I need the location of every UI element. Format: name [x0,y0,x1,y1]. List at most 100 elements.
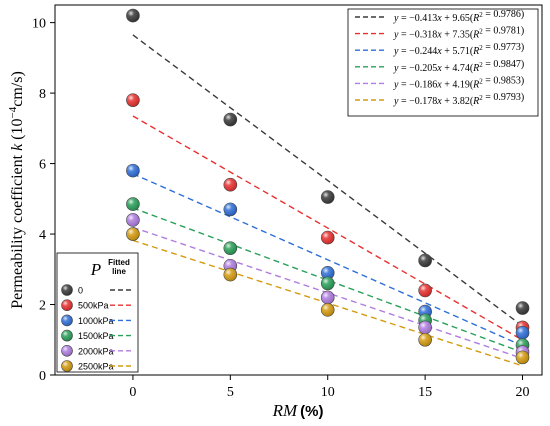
data-point-s0-4 [515,301,530,315]
legend-marker-1-shine [61,299,73,311]
data-point-s5-1-shine [223,268,237,282]
equation-text-5: y = −0.178x + 3.82(R2 = 0.9793) [393,92,524,107]
data-point-s0-0-shine [126,9,140,23]
data-point-s1-0 [126,93,140,107]
data-point-s3-1 [223,241,238,255]
y-axis-label-var: k [9,143,26,151]
legend-title-fitted: Fitted [108,258,130,267]
equation-text-4: y = −0.186x + 4.19(R2 = 0.9853) [393,75,524,90]
equation-text-3: y = −0.205x + 4.74(R2 = 0.9847) [393,59,524,74]
fit-line-0 [132,34,523,327]
data-point-s5-0 [126,227,140,241]
fit-line-1 [132,115,523,341]
data-point-s2-0 [126,163,140,178]
data-point-s0-0 [126,8,140,23]
equation-legend: y = −0.413x + 9.65(R2 = 0.9786) y = −0.31… [347,8,539,117]
legend-marker-3-shine [61,330,73,342]
data-point-s1-1 [223,177,238,192]
legend-marker-2-shine [61,314,73,326]
equation-text-2: y = −0.244x + 5.71(R2 = 0.9773) [393,42,524,57]
legend-title-line: line [112,267,126,276]
y-tick-label: 0 [39,369,46,384]
data-point-s1-0-shine [126,93,140,107]
legend-marker-1 [61,299,73,312]
data-point-s4-2-shine [321,290,335,304]
legend-marker-5-shine [61,360,73,372]
legend-marker-4-shine [61,345,73,357]
data-point-s0-2 [320,190,335,204]
legend-marker-4 [61,344,73,357]
data-point-s0-1 [223,112,238,127]
series-legend: P Fitted line 0 500kPa 1000kPa 1500kPa 2000k… [56,252,139,373]
x-axis-label-unit: (%) [300,403,323,420]
legend-label-4: 2000kPa [78,346,114,356]
legend-marker-2 [61,314,73,327]
x-tick-label: 15 [418,385,432,400]
data-point-s1-2-shine [321,231,335,245]
equation-legend-box [347,8,539,117]
data-point-s4-0 [126,213,140,227]
data-point-s2-2-shine [321,266,335,280]
y-tick-label: 10 [32,17,46,32]
data-point-s5-2 [320,303,335,317]
data-point-s4-3-shine [418,320,432,334]
data-point-s1-3-shine [418,283,432,297]
data-point-s4-3 [418,320,432,335]
equation-text-1: y = −0.318x + 7.35(R2 = 0.9781) [393,26,524,41]
data-point-s2-4-shine [516,326,530,340]
data-point-s3-0-shine [126,197,140,211]
y-tick-label: 6 [39,158,46,173]
x-axis-label-var: RM [272,401,298,420]
legend-marker-0-shine [61,284,73,296]
y-tick-label: 8 [39,87,46,102]
data-point-s4-0-shine [126,213,140,227]
data-point-s2-1 [223,202,238,217]
y-axis-label-tail: cm/s) [9,71,26,107]
x-tick-label: 5 [227,385,234,400]
fit-line-2 [132,173,523,347]
legend-label-1: 500kPa [78,301,109,311]
data-point-s3-1-shine [223,241,237,255]
legend-label-3: 1500kPa [78,331,114,341]
data-point-s1-1-shine [223,178,237,192]
y-axis-ticks: 0 2 4 6 8 10 [32,17,55,384]
equation-text-0: y = −0.413x + 9.65(R2 = 0.9786) [393,9,524,24]
y-axis-label-unit: (10 [9,118,26,143]
y-axis-label: Permeability coefficient k (10−4cm/s) [7,71,26,309]
data-points [126,8,530,365]
data-point-s5-1 [223,267,238,282]
data-point-s4-2 [320,290,335,305]
data-point-s5-0-shine [126,227,140,241]
data-point-s0-3-shine [418,253,432,267]
y-axis-label-prefix: Permeability coefficient [9,151,26,309]
data-point-s3-0 [126,197,140,211]
data-point-s3-2 [320,276,335,291]
y-tick-label: 4 [39,228,46,243]
legend-label-5: 2500kPa [78,362,114,372]
data-point-s2-1-shine [223,202,237,216]
x-axis-label: RM (%) [272,401,324,420]
legend-title-p: P [90,260,101,279]
data-point-s1-2 [320,230,335,245]
plot-frame [54,4,543,376]
data-point-s0-4-shine [516,301,530,315]
data-point-s2-2 [320,266,335,280]
data-point-s2-4 [515,325,530,340]
legend-marker-5 [61,360,73,372]
data-point-s0-1-shine [223,113,237,127]
x-tick-label: 10 [321,385,335,400]
data-point-s5-2-shine [321,303,335,317]
legend-label-0: 0 [78,286,83,296]
x-axis-ticks: 0 5 10 15 20 [129,375,530,400]
legend-label-2: 1000kPa [78,316,114,326]
y-axis-label-exp: −4 [7,106,19,118]
data-point-s0-2-shine [321,190,335,204]
data-point-s2-0-shine [126,164,140,178]
x-tick-label: 20 [516,385,530,400]
x-tick-label: 0 [129,385,136,400]
data-point-s1-3 [418,283,432,298]
data-point-s3-2-shine [321,276,335,290]
data-point-s5-3-shine [418,333,432,347]
data-point-s5-4-shine [516,350,530,364]
data-point-s0-3 [418,253,432,268]
